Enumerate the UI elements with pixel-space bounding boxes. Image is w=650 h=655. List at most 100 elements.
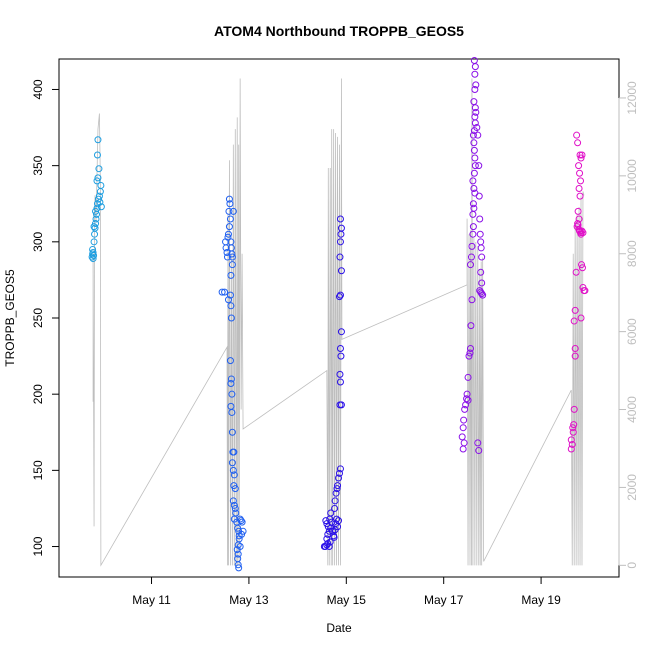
data-point [226, 200, 234, 208]
data-point [467, 322, 475, 330]
data-point [469, 210, 477, 218]
data-point [331, 497, 339, 505]
data-point [469, 230, 477, 238]
data-point [474, 439, 482, 447]
data-point [90, 223, 98, 231]
data-point [463, 395, 471, 403]
data-points-layer [88, 57, 589, 572]
data-point [461, 405, 469, 413]
series-flight-5 [567, 131, 589, 453]
data-point [335, 469, 343, 477]
data-point [471, 85, 479, 93]
data-point [90, 238, 98, 246]
data-point [227, 271, 235, 279]
data-point [229, 466, 237, 474]
data-point [337, 224, 345, 232]
data-point [465, 352, 473, 360]
data-point [571, 352, 579, 360]
data-point [227, 375, 235, 383]
y2-tick-label: 0 [625, 562, 639, 569]
data-point [336, 238, 344, 246]
data-point [336, 291, 344, 299]
data-point [471, 154, 479, 162]
data-point [231, 485, 239, 493]
data-point [478, 253, 486, 261]
series-flight-2 [218, 195, 247, 572]
data-point [471, 63, 479, 71]
data-point [471, 162, 479, 170]
data-point [234, 550, 242, 558]
data-point [467, 253, 475, 261]
data-point [578, 264, 586, 272]
data-point [230, 471, 238, 479]
data-point [89, 245, 97, 253]
data-point [469, 177, 477, 185]
data-point [335, 293, 343, 301]
data-point [460, 416, 468, 424]
data-point [475, 192, 483, 200]
data-point [94, 136, 102, 144]
data-point [93, 204, 101, 212]
data-point [227, 302, 235, 310]
data-point [234, 561, 242, 569]
y-tick-label: 350 [31, 155, 45, 175]
data-point [469, 200, 477, 208]
data-point [573, 131, 581, 139]
data-point [228, 261, 236, 269]
data-point [336, 215, 344, 223]
data-point [459, 445, 467, 453]
y2-tick-label: 6000 [625, 318, 639, 345]
y-tick-label: 250 [31, 308, 45, 328]
data-point [577, 230, 585, 238]
chart-title: ATOM4 Northbound TROPPB_GEOS5 [214, 23, 464, 39]
data-point [233, 546, 241, 554]
x-tick-label: May 11 [132, 593, 171, 607]
data-point [93, 151, 101, 159]
data-point [97, 181, 105, 189]
data-point [578, 261, 585, 269]
y2-tick-label: 4000 [625, 396, 639, 423]
data-point [336, 344, 344, 352]
data-point [95, 165, 103, 173]
data-point [577, 314, 585, 322]
data-point [333, 515, 341, 523]
data-point [324, 523, 332, 531]
data-point [567, 436, 575, 444]
data-point [470, 146, 478, 154]
data-point [331, 504, 339, 512]
y2-tick-label: 10000 [625, 159, 639, 193]
data-point [325, 543, 333, 551]
data-point [228, 253, 236, 261]
data-point [471, 70, 479, 78]
data-point [473, 124, 481, 132]
data-point [469, 223, 477, 231]
data-point [478, 290, 486, 298]
data-point [96, 198, 104, 206]
data-point [332, 489, 340, 497]
data-point [93, 177, 101, 185]
data-point [479, 291, 487, 299]
y-axis-left: 100 150 200 250 300 350 400 [31, 79, 60, 557]
data-point [569, 428, 577, 436]
data-point [575, 215, 583, 223]
data-point [578, 151, 586, 159]
data-point [576, 192, 584, 200]
data-point [230, 448, 238, 456]
data-point [466, 349, 474, 357]
data-point [578, 227, 586, 235]
data-point [470, 98, 478, 106]
data-point [227, 380, 235, 388]
data-point [228, 408, 236, 416]
data-point [472, 81, 480, 89]
data-point [569, 424, 577, 432]
data-point [472, 108, 480, 116]
data-point [335, 517, 343, 525]
x-tick-label: May 15 [327, 593, 367, 607]
data-point [235, 564, 243, 572]
series-flight-4 [458, 57, 487, 455]
data-point [234, 524, 242, 532]
data-point [571, 306, 579, 314]
data-point [460, 439, 468, 447]
